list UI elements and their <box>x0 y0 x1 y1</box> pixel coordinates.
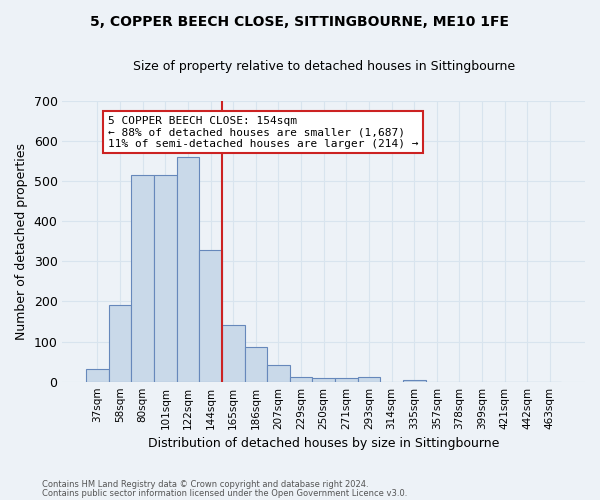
Bar <box>222 324 245 382</box>
Bar <box>245 346 267 382</box>
Text: 5, COPPER BEECH CLOSE, SITTINGBOURNE, ME10 1FE: 5, COPPER BEECH CLOSE, SITTINGBOURNE, ME… <box>91 15 509 29</box>
Bar <box>335 378 358 382</box>
X-axis label: Distribution of detached houses by size in Sittingbourne: Distribution of detached houses by size … <box>148 437 499 450</box>
Bar <box>131 175 154 382</box>
Bar <box>154 175 176 382</box>
Bar <box>403 380 425 382</box>
Bar <box>199 250 222 382</box>
Bar <box>176 157 199 382</box>
Text: Contains public sector information licensed under the Open Government Licence v3: Contains public sector information licen… <box>42 488 407 498</box>
Y-axis label: Number of detached properties: Number of detached properties <box>15 142 28 340</box>
Bar <box>290 377 313 382</box>
Bar <box>358 378 380 382</box>
Bar <box>313 378 335 382</box>
Text: Contains HM Land Registry data © Crown copyright and database right 2024.: Contains HM Land Registry data © Crown c… <box>42 480 368 489</box>
Bar <box>267 365 290 382</box>
Bar <box>86 369 109 382</box>
Text: 5 COPPER BEECH CLOSE: 154sqm
← 88% of detached houses are smaller (1,687)
11% of: 5 COPPER BEECH CLOSE: 154sqm ← 88% of de… <box>107 116 418 149</box>
Bar <box>109 306 131 382</box>
Title: Size of property relative to detached houses in Sittingbourne: Size of property relative to detached ho… <box>133 60 515 73</box>
